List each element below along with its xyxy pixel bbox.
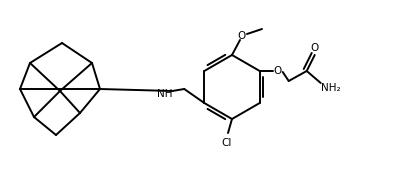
Text: NH₂: NH₂ [321,83,341,93]
Text: O: O [238,31,246,41]
Text: O: O [310,43,319,53]
Text: O: O [274,66,282,76]
Text: Cl: Cl [222,138,232,148]
Text: NH: NH [156,89,172,99]
